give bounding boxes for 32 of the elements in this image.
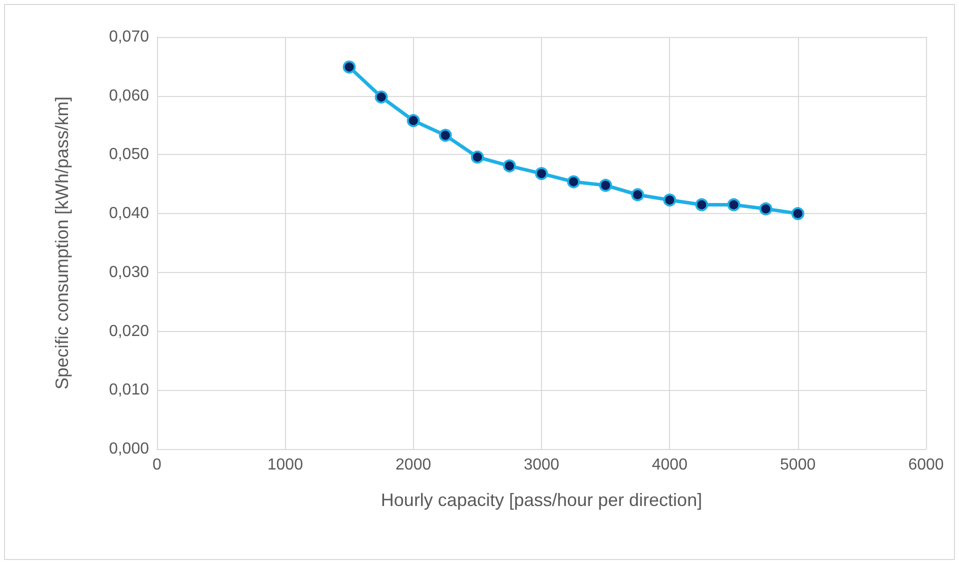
point (438, 128, 452, 142)
x-tick-label: 4000 (652, 456, 688, 474)
point (567, 175, 580, 188)
x-tick-label: 0 (152, 456, 162, 474)
point (374, 90, 388, 104)
y-tick-label: 0,070 (108, 28, 150, 46)
y-tick-label: 0,030 (108, 264, 150, 281)
x-tick-label: 1000 (267, 456, 304, 474)
y-axis-title: Specific consumption [kWh/pass/km] (52, 96, 72, 390)
point (727, 198, 740, 212)
point (695, 198, 708, 212)
point (502, 159, 516, 172)
point (535, 167, 548, 180)
y-tick-label: 0,020 (108, 322, 150, 340)
point (631, 188, 644, 202)
x-tick-label: 5000 (780, 456, 816, 474)
y-tick-label: 0,010 (108, 382, 150, 399)
x-tick-label: 2000 (396, 456, 432, 474)
point (759, 202, 772, 216)
y-tick-label: 0,050 (108, 146, 150, 164)
y-tick-label: 0,000 (108, 440, 150, 458)
point (599, 178, 612, 192)
point (406, 114, 420, 128)
y-tick-label: 0,060 (108, 87, 150, 104)
point (342, 60, 356, 74)
x-tick-label: 6000 (908, 456, 944, 474)
point (470, 150, 484, 164)
point (663, 194, 676, 207)
x-tick-label: 3000 (524, 456, 560, 474)
point (791, 207, 804, 220)
x-axis-title: Hourly capacity [pass/hour per direction] (380, 490, 702, 510)
y-tick-label: 0,040 (108, 205, 150, 222)
